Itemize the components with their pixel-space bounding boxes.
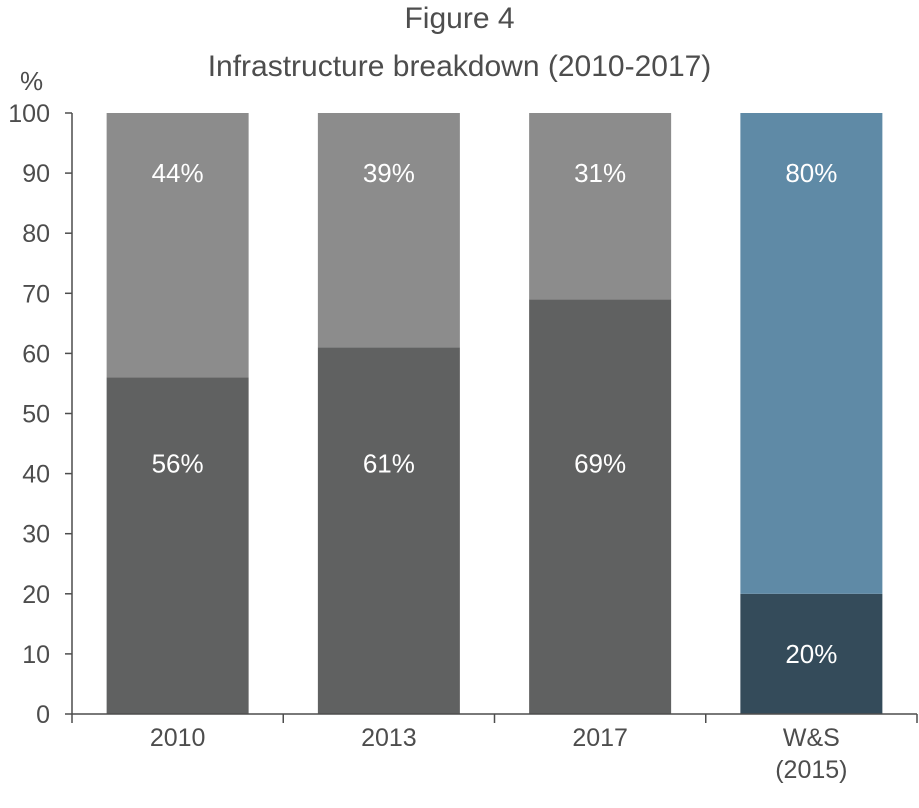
y-tick-label: 100 [8,100,50,128]
x-tick-label: 2010 [150,724,206,752]
bar-segment [317,113,460,348]
bar-segment [740,113,883,594]
y-tick-label: 0 [36,701,50,729]
bar-segment [106,113,249,378]
y-tick-label: 50 [22,401,50,429]
bar-segment [740,593,883,714]
data-label: 44% [152,158,204,188]
y-tick-label: 40 [22,461,50,489]
y-tick-label: 60 [22,340,50,368]
axes-layer: 0 10 20 30 40 50 60 70 80 90 100 2010 2013 2017 W&S (20… [8,100,918,784]
x-tick-label: (2015) [775,756,847,784]
bar-segment [529,113,672,300]
y-axis-label: % [20,66,44,96]
y-tick-label: 30 [22,521,50,549]
figure-number: Figure 4 [404,2,515,35]
x-tick-label: 2017 [572,724,628,752]
x-tick-label: 2013 [361,724,417,752]
x-tick-label: W&S [783,724,840,752]
data-label: 39% [363,158,415,188]
y-tick-label: 10 [22,641,50,669]
data-label: 80% [785,158,837,188]
y-tick-label: 20 [22,581,50,609]
chart-title: Infrastructure breakdown (2010-2017) [207,50,712,83]
data-label: 56% [152,448,204,478]
y-tick-label: 90 [22,160,50,188]
bars-layer: 56% 44% 61% 39% 69% 31% 20% 80% [106,113,883,714]
data-label: 61% [363,448,415,478]
data-label: 31% [574,158,626,188]
data-label: 20% [785,639,837,669]
y-tick-label: 80 [22,220,50,248]
bar-segment [317,347,460,714]
bar-segment [106,377,249,714]
data-label: 69% [574,448,626,478]
bar-segment [529,299,672,714]
y-tick-label: 70 [22,280,50,308]
